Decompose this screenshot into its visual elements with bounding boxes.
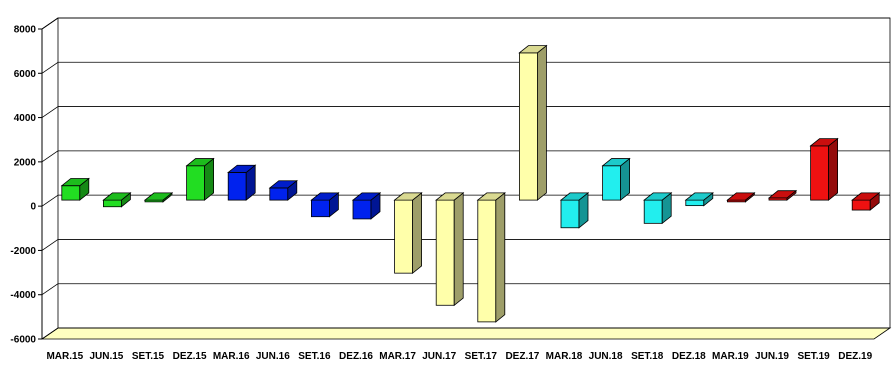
x-tick-label: MAR.17 bbox=[379, 351, 416, 362]
x-tick-label: SET.17 bbox=[465, 351, 498, 362]
x-tick-label: DEZ.15 bbox=[173, 351, 207, 362]
x-tick-label: JUN.19 bbox=[755, 351, 789, 362]
gridline-depth bbox=[41, 106, 59, 118]
bar-DEZ.15 bbox=[185, 157, 215, 201]
bar-MAR.16 bbox=[227, 164, 257, 201]
bar-MAR.17 bbox=[393, 192, 423, 274]
x-tick-label: SET.15 bbox=[132, 351, 165, 362]
x-tick-label: MAR.18 bbox=[546, 351, 583, 362]
gridline-depth bbox=[41, 150, 59, 163]
chart-floor bbox=[40, 327, 892, 340]
bar-JUN.16 bbox=[268, 179, 298, 201]
y-axis-ticks: 8000 6000 4000 2000 0 -2000 -4000 -6000 bbox=[10, 25, 36, 346]
x-tick-label: JUN.15 bbox=[89, 351, 123, 362]
bar-DEZ.16 bbox=[351, 192, 382, 220]
bar-DEZ.17 bbox=[518, 44, 548, 201]
x-tick-label: JUN.18 bbox=[589, 351, 623, 362]
y-tick-label: 0 bbox=[30, 202, 36, 213]
gridline-depth bbox=[41, 61, 59, 74]
y-tick-label: -4000 bbox=[10, 290, 36, 301]
floor-band bbox=[40, 327, 892, 340]
bar-DEZ.19 bbox=[851, 192, 881, 211]
x-tick-label: SET.18 bbox=[631, 351, 664, 362]
x-tick-label: DEZ.18 bbox=[672, 351, 706, 362]
bar-SET.16 bbox=[310, 192, 340, 218]
gridline-depth bbox=[41, 327, 59, 340]
bar-JUN.18 bbox=[601, 157, 631, 201]
x-tick-label: SET.16 bbox=[298, 351, 331, 362]
bar-JUN.17 bbox=[435, 192, 465, 307]
bar-SET.18 bbox=[643, 192, 673, 225]
x-tick-label: SET.19 bbox=[797, 351, 830, 362]
bar-DEZ.18 bbox=[684, 192, 714, 207]
bar-JUN.19 bbox=[767, 189, 798, 201]
y-tick-label: 2000 bbox=[14, 157, 37, 168]
y-tick-label: 6000 bbox=[14, 69, 37, 80]
x-tick-label: DEZ.16 bbox=[339, 351, 373, 362]
bar-SET.17 bbox=[476, 192, 506, 323]
x-axis-ticks: MAR.15 JUN.15 SET.15 DEZ.15 MAR.16 JUN.16 SET.… bbox=[46, 351, 872, 362]
gridline-depth bbox=[41, 194, 59, 207]
y-tick-label: -6000 bbox=[10, 335, 36, 346]
x-tick-label: MAR.15 bbox=[46, 351, 83, 362]
bar-SET.15 bbox=[143, 192, 174, 203]
y-tick-label: -2000 bbox=[10, 246, 36, 257]
x-tick-label: DEZ.19 bbox=[838, 351, 872, 362]
y-tick-label: 4000 bbox=[14, 113, 37, 124]
left-wall-top bbox=[41, 17, 59, 30]
bar-MAR.19 bbox=[726, 192, 756, 203]
gridlines bbox=[38, 17, 891, 340]
y-tick-label: 8000 bbox=[14, 25, 37, 36]
bar-MAR.18 bbox=[559, 192, 590, 229]
x-tick-label: MAR.19 bbox=[712, 351, 749, 362]
bar-JUN.15 bbox=[102, 192, 132, 208]
bar-MAR.15 bbox=[60, 177, 90, 201]
back-wall bbox=[57, 17, 891, 329]
x-tick-label: MAR.16 bbox=[213, 351, 250, 362]
gridline-depth bbox=[41, 239, 59, 251]
bars bbox=[60, 44, 881, 323]
x-tick-label: JUN.16 bbox=[256, 351, 290, 362]
bar-SET.19 bbox=[809, 137, 839, 201]
x-tick-label: DEZ.17 bbox=[505, 351, 539, 362]
gridline-depth bbox=[41, 283, 59, 296]
x-tick-label: JUN.17 bbox=[422, 351, 456, 362]
